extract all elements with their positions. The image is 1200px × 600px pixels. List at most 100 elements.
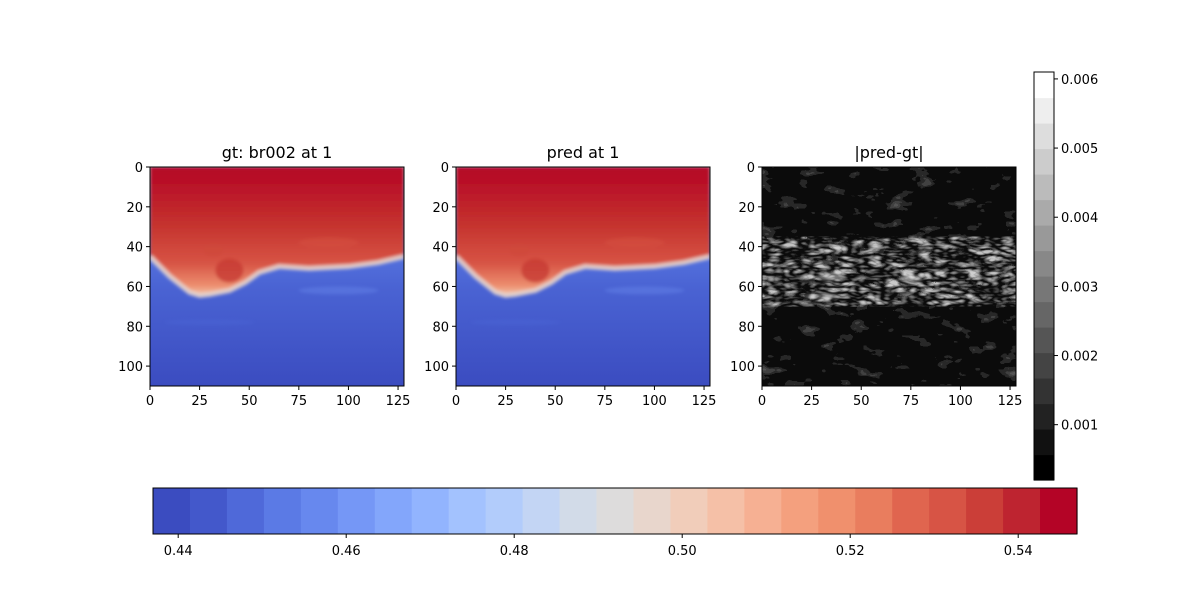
colorbar-segment <box>966 488 1004 534</box>
colorbar-segment <box>1034 174 1054 201</box>
colorbar-tick-label: 0.50 <box>668 544 697 559</box>
y-tick-label: 0 <box>441 161 449 176</box>
colorbar-segment <box>892 488 930 534</box>
y-tick-label: 40 <box>126 241 143 256</box>
x-tick-label: 0 <box>146 394 154 409</box>
panel-title: |pred-gt| <box>854 143 923 162</box>
x-tick-label: 100 <box>642 394 667 409</box>
y-tick-label: 0 <box>747 161 755 176</box>
x-tick-label: 75 <box>903 394 920 409</box>
y-tick-label: 100 <box>730 360 755 375</box>
colorbar-segment <box>263 488 302 534</box>
x-tick-label: 75 <box>291 394 308 409</box>
x-tick-label: 50 <box>853 394 870 409</box>
colorbar-segment <box>1034 225 1054 252</box>
colorbar-segment <box>855 488 893 534</box>
colorbar-segment <box>1034 454 1054 481</box>
x-tick-label: 25 <box>497 394 514 409</box>
y-tick-label: 100 <box>118 360 143 375</box>
y-tick-label: 20 <box>126 201 143 216</box>
colorbar-segment <box>670 488 708 534</box>
colorbar-segment <box>559 488 598 534</box>
y-tick-label: 80 <box>738 320 755 335</box>
heatmap-panel-2: |pred-gt| 0 25 50 75 100 125 0 20 40 60 80 100 <box>730 143 1022 409</box>
colorbar-segment <box>522 488 561 534</box>
x-tick-label: 50 <box>241 394 258 409</box>
heatmap-panel-1: pred at 1 0 25 50 75 100 125 0 20 40 60 80 100 <box>424 143 716 409</box>
colorbar-tick-label: 0.48 <box>500 544 529 559</box>
colorbar-segment <box>1034 352 1054 379</box>
colorbar-segment <box>300 488 339 534</box>
x-tick-label: 125 <box>692 394 717 409</box>
colorbar-segment <box>1034 97 1054 124</box>
colorbar-tick-label: 0.001 <box>1061 419 1098 434</box>
colorbar-segment <box>411 488 450 534</box>
colorbar-segment <box>596 488 635 534</box>
colorbar-segment <box>1034 378 1054 405</box>
x-tick-label: 125 <box>386 394 411 409</box>
colorbar-segment <box>818 488 856 534</box>
y-tick-label: 20 <box>432 201 449 216</box>
colorbar-segment <box>633 488 672 534</box>
colorbar-tick-label: 0.46 <box>332 544 361 559</box>
x-tick-label: 25 <box>191 394 208 409</box>
colorbar-segment <box>485 488 524 534</box>
colorbar-tick-label: 0.006 <box>1061 73 1098 88</box>
x-tick-label: 50 <box>547 394 564 409</box>
colorbar-segment <box>448 488 487 534</box>
colorbar-segment <box>1034 199 1054 226</box>
x-tick-label: 125 <box>998 394 1023 409</box>
x-tick-label: 100 <box>948 394 973 409</box>
colorbar-tick-label: 0.004 <box>1061 211 1098 226</box>
colorbar-segment <box>1034 327 1054 354</box>
colorbar-tick-label: 0.44 <box>164 544 193 559</box>
y-tick-label: 40 <box>432 241 449 256</box>
colorbar-segment <box>226 488 265 534</box>
x-tick-label: 25 <box>803 394 820 409</box>
x-tick-label: 0 <box>758 394 766 409</box>
axes-frame <box>149 166 405 387</box>
colorbar-tick-label: 0.005 <box>1061 142 1098 157</box>
y-tick-label: 100 <box>424 360 449 375</box>
colorbar-segment <box>189 488 228 534</box>
colorbar-segment <box>707 488 745 534</box>
colorbar-segment <box>744 488 782 534</box>
colorbar-diff: 0.001 0.002 0.003 0.004 0.005 0.006 <box>1033 71 1098 481</box>
x-tick-label: 0 <box>452 394 460 409</box>
colorbar-segment <box>929 488 967 534</box>
colorbar-tick-label: 0.52 <box>836 544 865 559</box>
colorbar-segment <box>1034 148 1054 175</box>
heatmap-image <box>762 167 1016 386</box>
colorbar-segment <box>1040 488 1078 534</box>
y-tick-label: 80 <box>126 320 143 335</box>
colorbar-segment <box>1034 123 1054 150</box>
colorbar-main: 0.44 0.46 0.48 0.50 0.52 0.54 <box>152 487 1078 559</box>
colorbar-segment <box>1003 488 1041 534</box>
y-tick-label: 80 <box>432 320 449 335</box>
heatmap-image <box>150 167 404 386</box>
y-tick-label: 60 <box>126 280 143 295</box>
colorbar-segment <box>1034 301 1054 328</box>
colorbar-segment <box>374 488 413 534</box>
axes-frame <box>761 166 1017 387</box>
heatmap-image <box>456 167 710 386</box>
colorbar-segment <box>1034 72 1054 99</box>
y-tick-label: 20 <box>738 201 755 216</box>
colorbar-segment <box>1034 403 1054 430</box>
colorbar-segment <box>1034 250 1054 277</box>
y-tick-label: 60 <box>432 280 449 295</box>
colorbar-tick-label: 0.54 <box>1004 544 1033 559</box>
colorbar-segment <box>337 488 376 534</box>
y-tick-label: 60 <box>738 280 755 295</box>
x-tick-label: 75 <box>597 394 614 409</box>
colorbar-segment <box>1034 276 1054 303</box>
colorbar-segment <box>153 488 191 534</box>
y-tick-label: 0 <box>135 161 143 176</box>
colorbar-tick-label: 0.003 <box>1061 280 1098 295</box>
x-tick-label: 100 <box>336 394 361 409</box>
heatmap-panel-0: gt: br002 at 1 0 25 50 75 100 125 0 20 40 60 80 100 <box>118 143 410 409</box>
y-tick-label: 40 <box>738 241 755 256</box>
panel-title: gt: br002 at 1 <box>222 143 333 162</box>
panel-title: pred at 1 <box>547 143 620 162</box>
